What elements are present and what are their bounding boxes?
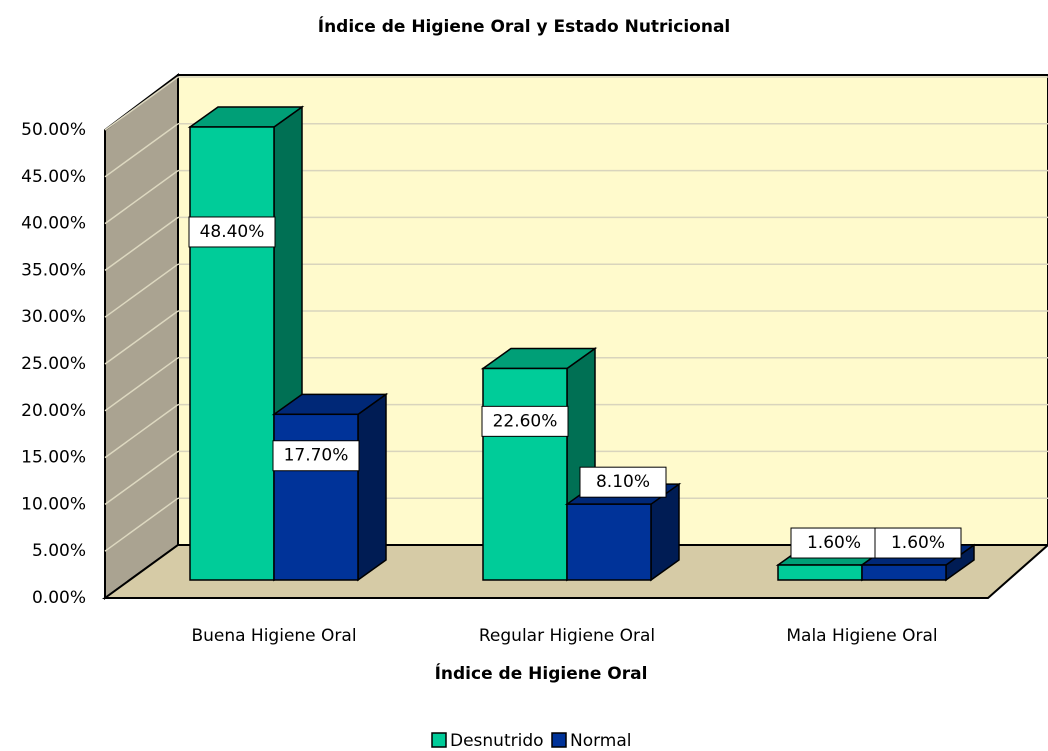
data-label-box — [272, 440, 360, 472]
x-tick-label: Buena Higiene Oral — [191, 626, 356, 646]
data-label: 1.60% — [807, 533, 861, 553]
y-tick-label: 25.00% — [21, 354, 86, 374]
y-tick-label: 35.00% — [21, 260, 86, 280]
data-label: 1.60% — [891, 533, 945, 553]
legend-swatch — [431, 732, 447, 748]
back-wall — [177, 74, 1048, 546]
grid-line — [104, 403, 179, 459]
bar-front — [482, 367, 568, 581]
x-tick-label: Regular Higiene Oral — [479, 626, 655, 646]
data-label: 22.60% — [493, 411, 558, 431]
y-tick-label: 45.00% — [21, 167, 86, 187]
y-tick-label: 50.00% — [21, 120, 86, 140]
data-label-box — [790, 527, 878, 559]
data-label: 17.70% — [284, 446, 349, 466]
legend-swatch — [551, 732, 567, 748]
grid-line — [104, 310, 179, 365]
bar — [271, 392, 389, 582]
y-tick-label: 20.00% — [21, 401, 86, 421]
grid-line — [104, 357, 179, 412]
data-label: 8.10% — [596, 472, 650, 492]
side-wall — [104, 72, 179, 600]
grid-line — [104, 76, 179, 131]
bar-front — [189, 126, 275, 581]
grid-line — [104, 123, 179, 178]
bar-side — [357, 392, 387, 582]
bar-front — [777, 564, 863, 581]
data-label-box — [188, 216, 276, 248]
grid-line — [104, 263, 179, 318]
legend-label: Desnutrido — [450, 731, 544, 751]
data-label-box — [579, 466, 667, 498]
x-axis-title: Índice de Higiene Oral — [435, 662, 648, 684]
x-tick-label: Mala Higiene Oral — [786, 626, 937, 646]
bar-front — [273, 413, 359, 581]
grid-line — [104, 216, 179, 272]
grid-line — [104, 450, 179, 506]
y-tick-label: 40.00% — [21, 214, 86, 234]
legend-label: Normal — [570, 731, 632, 751]
bar-front — [861, 564, 947, 581]
y-tick-label: 5.00% — [32, 541, 86, 561]
y-tick-label: 0.00% — [32, 588, 86, 608]
y-tick-label: 10.00% — [21, 494, 86, 514]
data-label-box — [874, 527, 962, 559]
chart-title: Índice de Higiene Oral y Estado Nutricio… — [318, 15, 731, 37]
data-label: 48.40% — [200, 222, 265, 242]
bar — [564, 482, 682, 582]
grid-line — [104, 169, 179, 225]
y-tick-label: 30.00% — [21, 307, 86, 327]
grid-line — [104, 497, 179, 552]
data-label-box — [481, 405, 569, 437]
bar-front — [566, 503, 652, 581]
y-tick-label: 15.00% — [21, 448, 86, 468]
